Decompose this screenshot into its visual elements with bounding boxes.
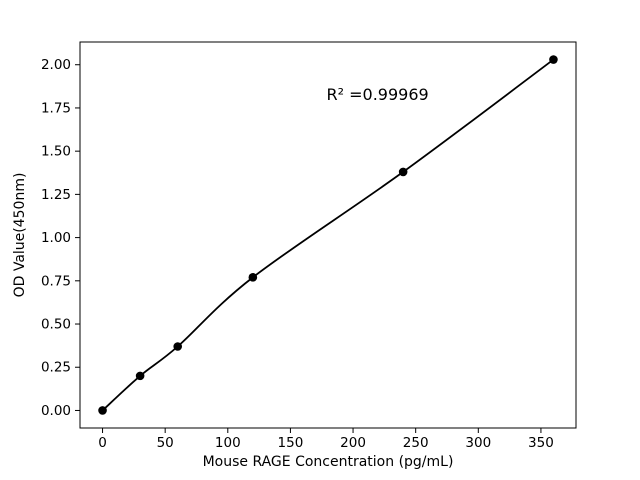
x-tick-label: 350 (528, 435, 554, 451)
y-tick-label: 1.50 (41, 144, 71, 160)
y-tick-label: 0.75 (41, 273, 71, 289)
y-tick-label: 1.00 (41, 230, 71, 246)
data-point (98, 406, 107, 415)
y-tick-label: 2.00 (41, 57, 71, 73)
x-tick-label: 0 (98, 435, 107, 451)
y-tick-label: 1.75 (41, 100, 71, 116)
y-tick-label: 0.25 (41, 360, 71, 376)
data-point (398, 167, 408, 177)
x-tick-label: 200 (340, 435, 366, 451)
x-tick-label: 150 (278, 435, 304, 451)
x-tick-label: 250 (403, 435, 429, 451)
y-tick-label: 1.25 (41, 187, 71, 203)
axes-box (79, 41, 577, 429)
y-tick-label: 0.00 (41, 403, 71, 419)
data-point (135, 371, 145, 381)
x-tick-label: 300 (465, 435, 491, 451)
y-axis-label: OD Value(450nm) (12, 173, 28, 298)
data-point (173, 342, 182, 351)
x-axis-label: Mouse RAGE Concentration (pg/mL) (203, 454, 454, 470)
data-point (549, 55, 558, 64)
x-tick-label: 100 (215, 435, 241, 451)
y-tick-label: 0.50 (41, 317, 71, 333)
r-squared-annotation: R² =0.99969 (327, 85, 429, 104)
data-point (248, 273, 258, 282)
x-tick-label: 50 (157, 435, 174, 451)
